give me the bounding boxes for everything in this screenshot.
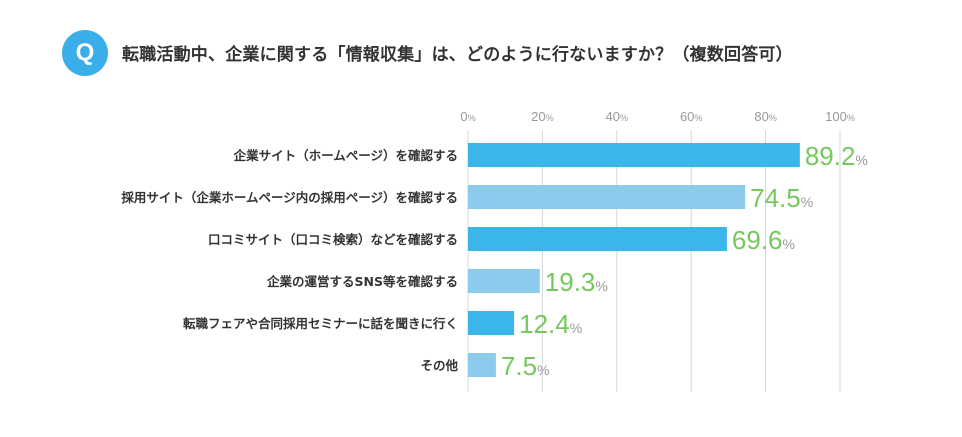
- category-label: 採用サイト（企業ホームページ内の採用ページ）を確認する: [121, 190, 458, 205]
- data-label: 69.6%: [732, 225, 795, 255]
- data-label: 89.2%: [805, 141, 868, 171]
- question-title: 転職活動中、企業に関する「情報収集」は、どのように行ないますか？（複数回答可）: [122, 45, 793, 65]
- bar: [468, 269, 540, 293]
- bar: [468, 185, 746, 209]
- category-label: その他: [420, 358, 458, 373]
- category-label: 企業の運営するSNS等を確認する: [266, 274, 458, 289]
- x-tick-label: 40%: [606, 109, 628, 124]
- x-tick-label: 60%: [680, 109, 702, 124]
- x-tick-label: 100%: [825, 109, 855, 124]
- bar: [468, 311, 515, 335]
- category-label: 企業サイト（ホームページ）を確認する: [233, 148, 458, 163]
- x-tick-label: 0%: [460, 109, 475, 124]
- data-label: 12.4%: [519, 309, 582, 339]
- bar: [468, 143, 800, 167]
- x-tick-label: 80%: [754, 109, 776, 124]
- category-label: 口コミサイト（口コミ検索）などを確認する: [208, 232, 458, 247]
- question-badge: Q: [62, 30, 108, 76]
- bar: [468, 227, 727, 251]
- data-label: 19.3%: [545, 267, 608, 297]
- x-tick-label: 20%: [531, 109, 553, 124]
- data-label: 74.5%: [750, 183, 813, 213]
- bar: [468, 353, 496, 377]
- category-label: 転職フェアや合同採用セミナーに話を聞きに行く: [183, 316, 458, 331]
